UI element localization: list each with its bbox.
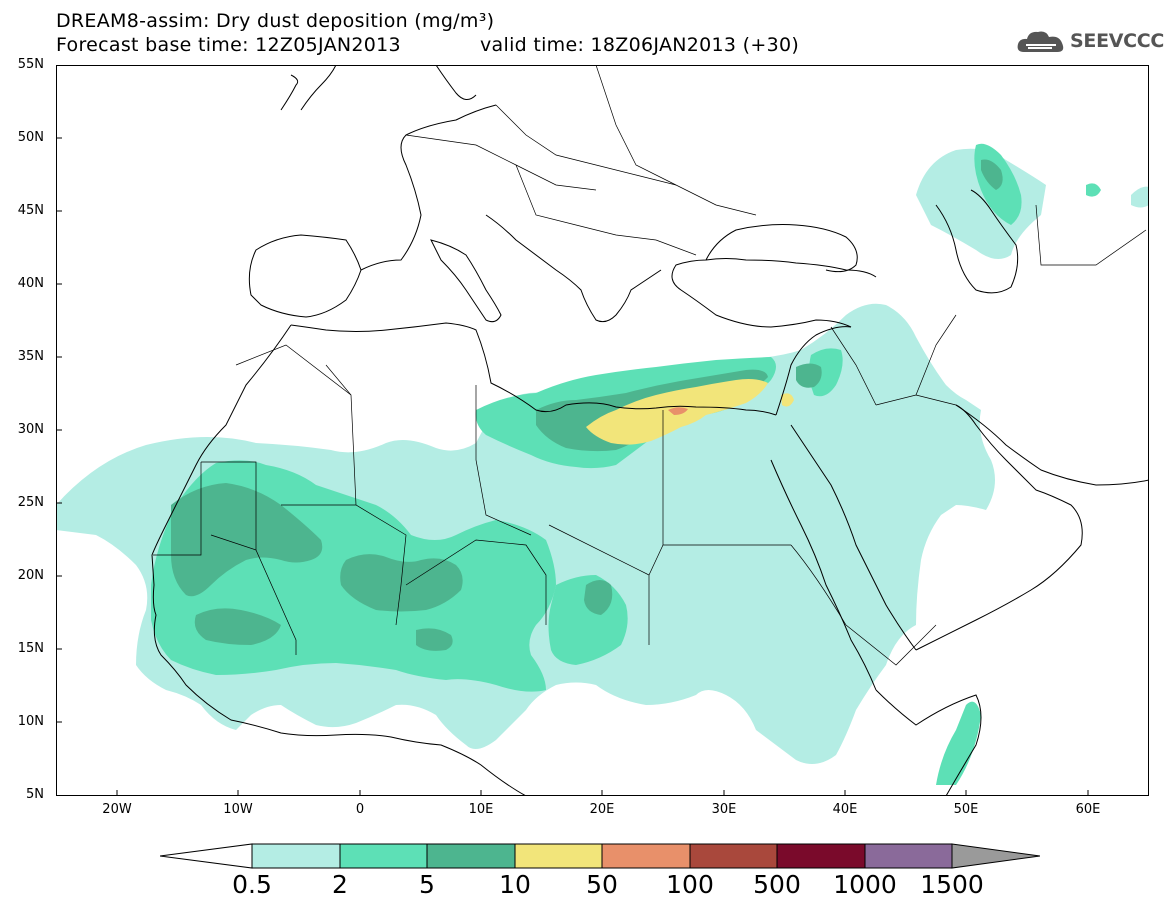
legend-label: 500 [753, 870, 801, 899]
legend-bin-5 [601, 843, 691, 869]
legend-label: 100 [666, 870, 714, 899]
lat-tick-55n: 55N [17, 57, 44, 72]
lat-tick-35n: 35N [17, 349, 44, 364]
legend-arrow-high [951, 843, 1040, 869]
dust-map [56, 65, 1149, 796]
legend-label: 0.5 [232, 870, 272, 899]
forecast-base-time: Forecast base time: 12Z05JAN2013 [56, 34, 401, 56]
legend-label: 5 [419, 870, 435, 899]
legend-arrow-low [160, 843, 253, 869]
map-title: DREAM8-assim: Dry dust deposition (mg/m³… [56, 10, 495, 32]
legend-label: 1500 [920, 870, 984, 899]
contour-level-5 [668, 407, 688, 415]
legend-label: 10 [499, 870, 531, 899]
lat-tick-20n: 20N [17, 568, 44, 583]
legend-label: 2 [332, 870, 348, 899]
lon-tick-20e: 20E [589, 802, 615, 817]
legend-bin-6 [689, 843, 778, 869]
seevccc-logo: SEEVCCC [1016, 26, 1164, 56]
lon-tick-0: 0 [355, 802, 365, 817]
cloud-icon [1017, 31, 1064, 52]
lon-tick-10e: 10E [468, 802, 494, 817]
lat-tick-25n: 25N [17, 495, 44, 510]
coastlines [151, 65, 1149, 796]
axis-ticks [56, 65, 1089, 796]
legend-label: 50 [586, 870, 618, 899]
lat-tick-45n: 45N [17, 203, 44, 218]
lat-tick-10n: 10N [17, 714, 44, 729]
valid-time: valid time: 18Z06JAN2013 (+30) [480, 34, 800, 56]
lon-tick-10w: 10W [223, 802, 253, 817]
country-borders [153, 65, 1147, 666]
lon-tick-30e: 30E [711, 802, 737, 817]
legend-colorbar [160, 843, 1040, 869]
lon-tick-60e: 60E [1075, 802, 1101, 817]
lon-tick-40e: 40E [832, 802, 858, 817]
legend-bin-3 [426, 843, 516, 869]
legend-bin-7 [776, 843, 866, 869]
lat-tick-50n: 50N [17, 130, 44, 145]
legend-label: 1000 [833, 870, 897, 899]
lat-tick-15n: 15N [17, 641, 44, 656]
logo-text: SEEVCCC [1070, 30, 1165, 52]
legend-bin-2 [339, 843, 428, 869]
legend-bin-1 [251, 843, 341, 869]
lon-tick-20w: 20W [102, 802, 132, 817]
lat-tick-30n: 30N [17, 422, 44, 437]
legend-bin-4 [514, 843, 603, 869]
lat-tick-5n: 5N [26, 787, 44, 802]
legend-bin-8 [864, 843, 953, 869]
lon-tick-50e: 50E [953, 802, 979, 817]
lat-tick-40n: 40N [17, 276, 44, 291]
